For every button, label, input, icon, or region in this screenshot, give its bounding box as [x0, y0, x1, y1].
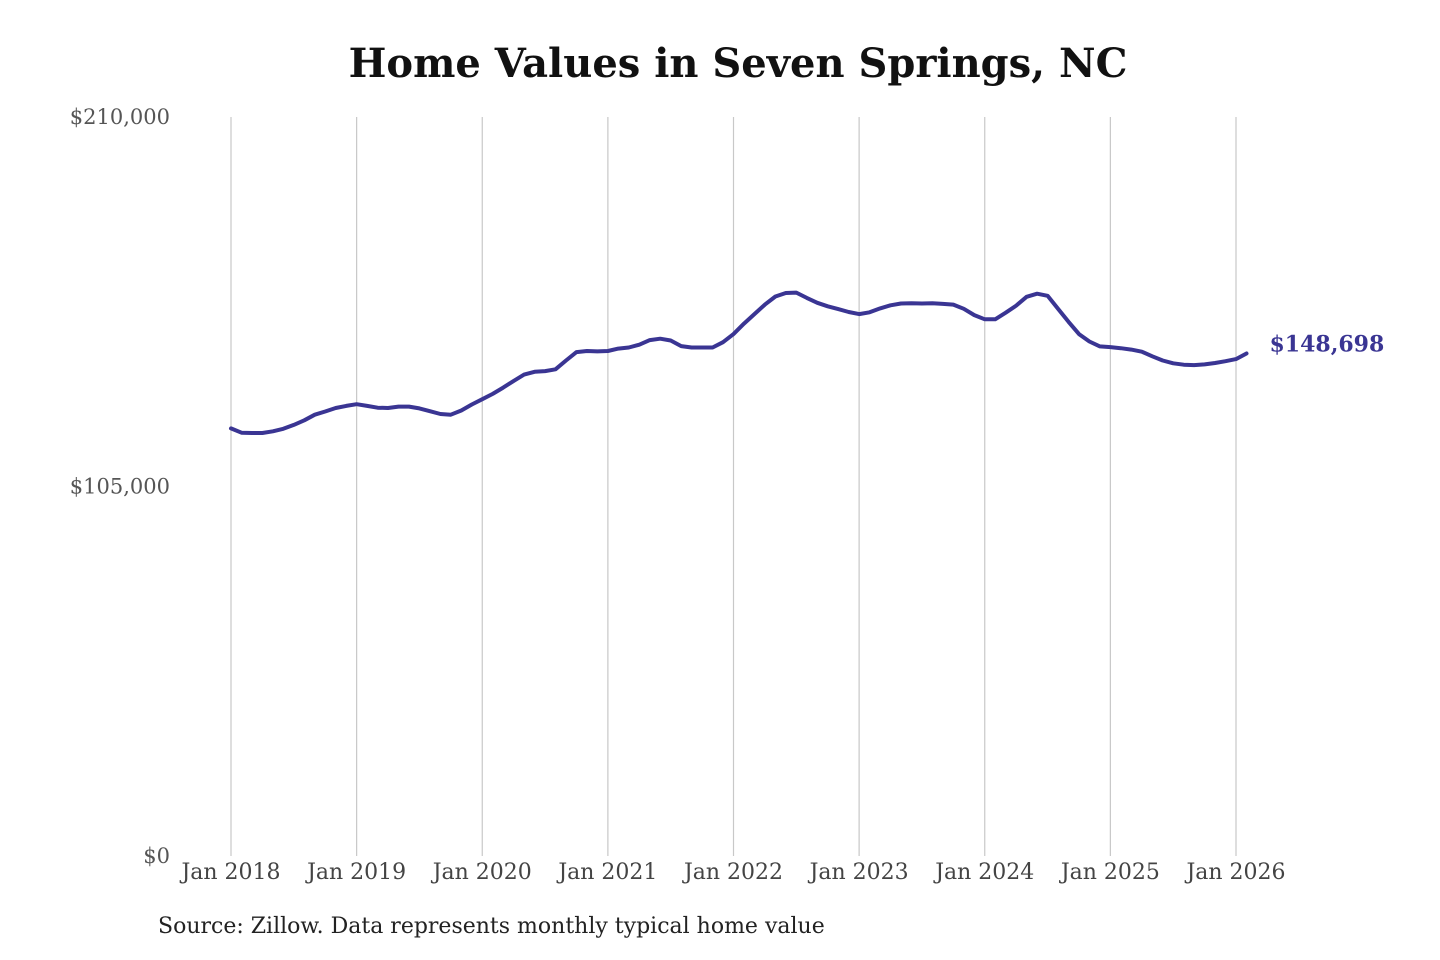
x-tick-label: Jan 2023: [808, 860, 909, 885]
x-tick-label: Jan 2024: [933, 860, 1034, 885]
x-tick-label: Jan 2018: [179, 860, 280, 885]
last-value-label: $148,698: [1269, 331, 1384, 357]
x-tick-label: Jan 2026: [1184, 860, 1285, 885]
source-note: Source: Zillow. Data represents monthly …: [158, 914, 825, 939]
y-tick-label: $210,000: [70, 105, 170, 129]
home-value-series-line: [229, 290, 1249, 435]
x-tick-label: Jan 2021: [556, 860, 657, 885]
x-axis-tick-labels: Jan 2018 Jan 2019 Jan 2020 Jan 2021 Jan 2022…: [179, 860, 1285, 885]
x-tick-label: Jan 2019: [305, 860, 406, 885]
y-tick-label: $105,000: [70, 475, 170, 499]
vertical-gridlines: [230, 117, 1237, 856]
x-tick-label: Jan 2020: [431, 860, 532, 885]
x-tick-label: Jan 2022: [682, 860, 783, 885]
x-tick-label: Jan 2025: [1059, 860, 1160, 885]
chart-title: Home Values in Seven Springs, NC: [348, 40, 1128, 87]
y-tick-label: $0: [143, 844, 170, 868]
y-axis-tick-labels: $0 $105,000 $210,000: [70, 105, 170, 868]
